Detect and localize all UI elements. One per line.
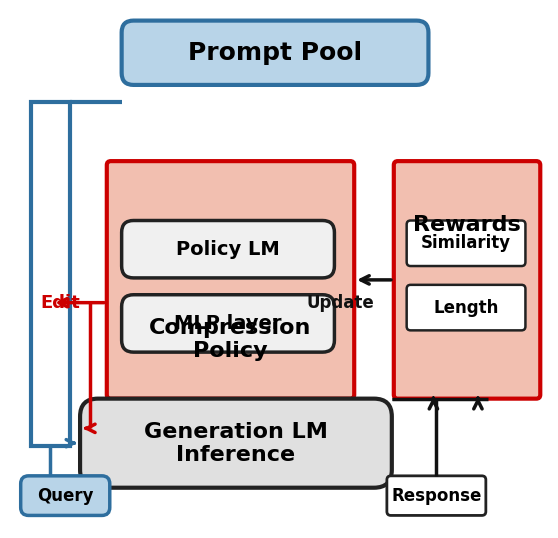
Text: Policy LM: Policy LM bbox=[176, 240, 280, 259]
FancyBboxPatch shape bbox=[31, 102, 70, 446]
FancyBboxPatch shape bbox=[21, 476, 110, 515]
Text: Response: Response bbox=[391, 487, 482, 505]
FancyBboxPatch shape bbox=[122, 295, 334, 352]
FancyBboxPatch shape bbox=[387, 476, 486, 515]
Text: Prompt Pool: Prompt Pool bbox=[188, 41, 362, 65]
Text: Similarity: Similarity bbox=[421, 234, 511, 252]
Text: MLP layer: MLP layer bbox=[174, 314, 282, 333]
FancyBboxPatch shape bbox=[80, 399, 392, 488]
FancyBboxPatch shape bbox=[107, 161, 354, 399]
Text: Update: Update bbox=[306, 294, 374, 312]
FancyBboxPatch shape bbox=[122, 221, 334, 278]
Text: Compression
Policy: Compression Policy bbox=[150, 317, 312, 361]
FancyBboxPatch shape bbox=[394, 161, 540, 399]
Text: Length: Length bbox=[434, 299, 499, 316]
Text: Rewards: Rewards bbox=[413, 215, 521, 236]
FancyBboxPatch shape bbox=[407, 285, 526, 330]
FancyBboxPatch shape bbox=[122, 20, 429, 85]
FancyBboxPatch shape bbox=[407, 221, 526, 266]
Text: Edit: Edit bbox=[40, 294, 80, 312]
Text: Generation LM
Inference: Generation LM Inference bbox=[144, 422, 328, 465]
Text: Query: Query bbox=[37, 487, 94, 505]
